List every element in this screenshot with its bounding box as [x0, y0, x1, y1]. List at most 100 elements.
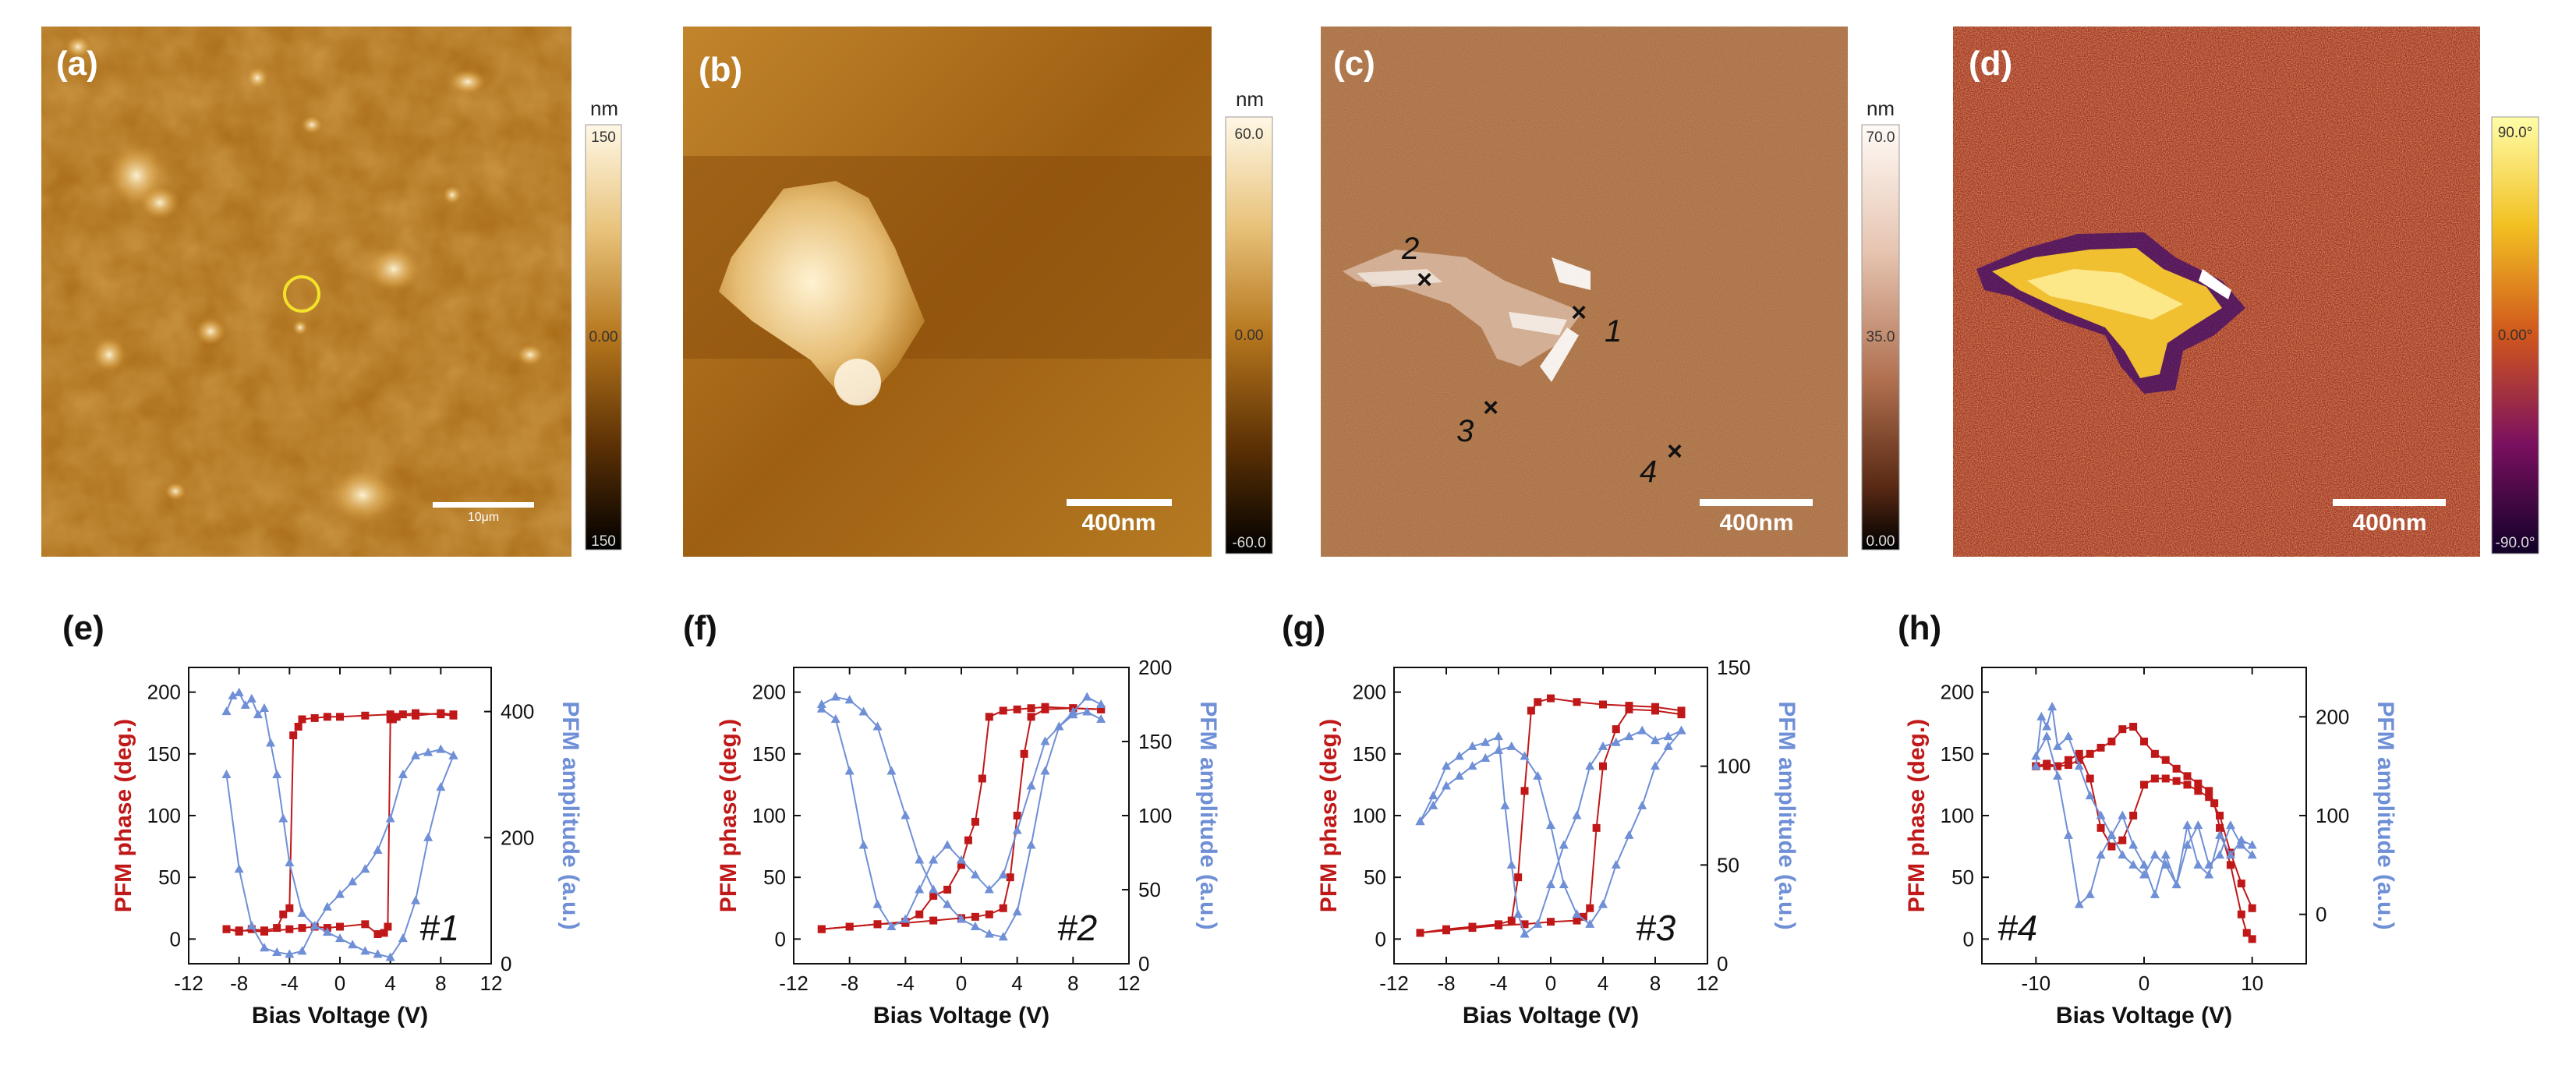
- chart-g: (g) -12 -8 -4 0 4 8 12050100150200050100150Bia…: [1282, 609, 1799, 1028]
- chart-g-phase-point: [1527, 706, 1535, 715]
- scalebar-a: [433, 502, 534, 508]
- chart-h-amplitude-point: [2182, 840, 2192, 849]
- chart-f-ytick-label: 150: [752, 742, 786, 766]
- chart-g-phase-point: [1514, 873, 1523, 882]
- chart-h-amplitude-point: [2236, 840, 2246, 849]
- point-4: × 4: [1640, 437, 1683, 489]
- chart-g-amplitude-point: [1442, 781, 1451, 790]
- chart-h-amplitude-point: [2225, 850, 2235, 859]
- chart-h-amplitude-point: [2236, 835, 2246, 844]
- chart-g-ytick-label: 50: [1364, 865, 1386, 889]
- point-1: × 1: [1571, 298, 1622, 349]
- chart-h-amplitude-point: [2225, 820, 2235, 830]
- chart-e-ytick-label: 0: [170, 927, 181, 950]
- chart-e-phase-point: [373, 930, 382, 938]
- chart-h-amplitude-point: [2053, 770, 2063, 780]
- chart-e-amplitude-point: [240, 700, 250, 710]
- chart-e-amplitude-point: [246, 693, 257, 703]
- chart-f-series-1-line: [821, 707, 1102, 930]
- chart-h-phase-point: [2075, 749, 2083, 758]
- chart-f-amplitude-point: [929, 884, 939, 894]
- afm-panel-b: 400nm: [683, 27, 1212, 557]
- chart-h-phase-point: [2194, 787, 2203, 795]
- chart-h-phase-point: [2161, 774, 2170, 783]
- chart-g-amplitude-point: [1637, 800, 1647, 809]
- chart-g-phase-point: [1547, 918, 1555, 926]
- panel-label-c: (c): [1333, 44, 1375, 83]
- chart-f-amplitude-point: [1096, 699, 1106, 708]
- chart-g-xtick-label: -8: [1437, 972, 1455, 995]
- chart-f-amplitude-point: [830, 714, 840, 723]
- chart-f-y2tick-label: 200: [1138, 656, 1172, 679]
- scalebar-d: [2333, 499, 2446, 506]
- chart-g-xtick-label: 4: [1598, 972, 1608, 995]
- flake-d: [1976, 232, 2245, 394]
- chart-h-amplitude-point: [2139, 869, 2149, 879]
- chart-e-xtick-label: -8: [230, 972, 248, 995]
- colorbar-c-tick-top: 70.0: [1867, 129, 1895, 146]
- chart-g-y2tick-label: 100: [1717, 755, 1750, 778]
- chart-f-phase-point: [1020, 749, 1028, 758]
- chart-h-phase-point: [2172, 777, 2181, 785]
- chart-f-xlabel: Bias Voltage (V): [873, 1003, 1049, 1028]
- chart-f-amplitude-point: [1082, 692, 1092, 701]
- svg-text:nm: nm: [1236, 87, 1264, 111]
- chart-g-amplitude-point: [1546, 880, 1555, 889]
- chart-f-xtick-label: 0: [956, 972, 967, 995]
- chart-e-phase-point: [384, 922, 392, 931]
- chart-f-ylabel: PFM phase (deg.): [716, 719, 741, 912]
- chart-g-amplitude-point: [1663, 741, 1673, 750]
- svg-text:2: 2: [1401, 232, 1419, 266]
- chart-e-phase-point: [289, 731, 298, 740]
- colorbar-c: nm 70.0 35.0 0.00: [1861, 97, 1900, 550]
- chart-e-amplitude-point: [278, 813, 288, 823]
- chart-e-amplitude-point: [221, 706, 232, 716]
- chart-g-xtick-label: 12: [1697, 972, 1719, 995]
- chart-h-phase-point: [2150, 749, 2159, 758]
- chart-g-label: (g): [1282, 609, 1325, 647]
- chart-e-ytick-label: 50: [158, 865, 181, 889]
- chart-e-amplitude-point: [385, 952, 395, 961]
- panel-label-b: (b): [699, 51, 742, 89]
- chart-g-amplitude-point: [1598, 899, 1608, 908]
- scalebar-b-label: 400nm: [1081, 510, 1155, 536]
- colorbar-c-tick-mid: 35.0: [1867, 329, 1895, 345]
- chart-g-amplitude-point: [1585, 919, 1595, 928]
- chart-f-amplitude-point: [886, 766, 897, 775]
- chart-f-y2tick-label: 0: [1138, 952, 1149, 975]
- chart-g-phase-point: [1599, 700, 1607, 709]
- chart-h-phase-point: [2205, 793, 2213, 802]
- colorbar-d-tick-bottom: -90.0°: [2496, 535, 2535, 551]
- chart-e-phase-point: [323, 713, 331, 721]
- afm-a-features: [65, 36, 544, 523]
- chart-h-phase-point: [2118, 725, 2127, 734]
- chart-f-phase-point: [1097, 705, 1106, 713]
- chart-h-phase-point: [2183, 781, 2192, 789]
- chart-g-amplitude-point: [1506, 859, 1516, 869]
- chart-e-phase-point: [294, 723, 303, 731]
- chart-g-amplitude-point: [1611, 737, 1621, 746]
- chart-f-amplitude-point: [816, 699, 826, 708]
- chart-e-xtick-label: -12: [174, 972, 203, 995]
- chart-f-xtick-label: -12: [779, 972, 809, 995]
- chart-e-amplitude-point: [423, 832, 433, 841]
- chart-f-amplitude-point: [1054, 721, 1064, 731]
- chart-f-curve-label: #2: [1057, 908, 1097, 948]
- chart-g-amplitude-point: [1454, 751, 1464, 760]
- chart-g-phase-point: [1651, 706, 1659, 715]
- chart-e-phase-point: [285, 925, 294, 933]
- chart-e-phase-point: [260, 927, 268, 936]
- chart-g-xtick-label: 8: [1650, 972, 1661, 995]
- flake-c: [1343, 250, 1591, 382]
- chart-f-phase-point: [873, 920, 882, 929]
- chart-h-amplitude-point: [2150, 850, 2160, 859]
- chart-e-series-0-line: [226, 712, 454, 933]
- chart-g-amplitude-point: [1454, 770, 1464, 780]
- chart-g-phase-point: [1612, 725, 1620, 734]
- chart-e-ytick-label: 150: [147, 742, 181, 766]
- chart-g-phase-point: [1625, 705, 1633, 713]
- chart-e-y2label: PFM amplitude (a.u.): [557, 701, 583, 929]
- chart-f-amplitude-point: [816, 703, 826, 713]
- chart-h-phase-point: [2118, 836, 2127, 844]
